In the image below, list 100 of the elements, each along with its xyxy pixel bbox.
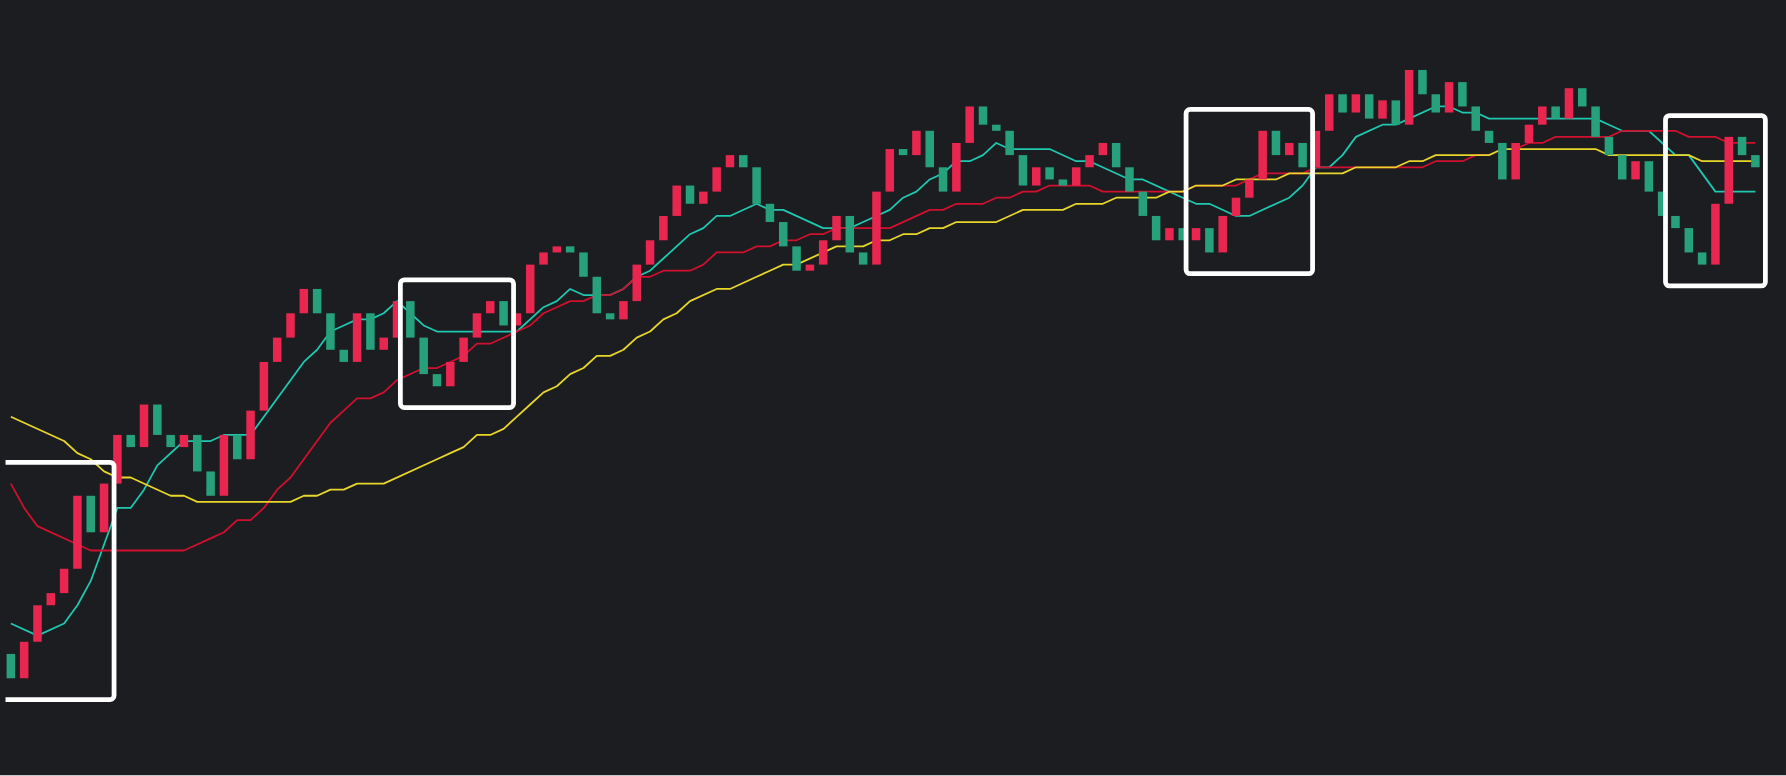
candlestick	[206, 471, 215, 496]
candlestick	[1285, 143, 1294, 156]
candlestick	[312, 289, 322, 314]
candlestick	[645, 240, 655, 265]
candlestick	[885, 149, 895, 192]
candlestick	[1324, 94, 1334, 131]
candlestick	[486, 301, 495, 314]
candlestick	[565, 246, 575, 253]
candlestick	[552, 246, 562, 253]
candlestick	[1245, 179, 1254, 198]
candlestick	[752, 167, 761, 204]
candlestick	[59, 568, 69, 594]
candlestick	[326, 313, 335, 350]
candlestick	[1724, 137, 1734, 204]
candlestick	[286, 313, 295, 338]
candlestick	[632, 264, 642, 302]
candlestick	[605, 313, 615, 320]
candlestick	[1111, 143, 1121, 168]
candlestick	[1711, 203, 1720, 265]
candlestick	[725, 155, 735, 168]
candlestick	[1125, 167, 1134, 192]
candlestick	[832, 216, 841, 241]
candlestick	[472, 313, 482, 338]
candlestick	[46, 593, 56, 606]
candlestick	[1151, 216, 1161, 241]
candlestick	[1404, 70, 1414, 125]
candlestick	[1644, 161, 1654, 192]
candlestick	[1058, 179, 1068, 186]
candlestick	[539, 252, 548, 265]
candlestick	[1751, 155, 1760, 168]
candlestick	[352, 313, 362, 363]
candlestick	[1631, 161, 1640, 180]
candlestick	[99, 483, 109, 533]
candlestick	[179, 435, 189, 448]
candlestick	[739, 155, 748, 168]
candlestick	[139, 404, 149, 448]
candlestick	[938, 167, 948, 192]
candlestick	[1564, 88, 1574, 119]
candlestick	[1138, 191, 1148, 217]
candlestick	[259, 362, 269, 411]
candlestick	[1511, 143, 1520, 180]
candlestick	[1498, 143, 1507, 180]
candlestick	[86, 495, 96, 533]
candlestick	[166, 435, 175, 448]
candlestick	[792, 246, 801, 271]
candlestick	[672, 185, 681, 217]
candlestick	[579, 252, 588, 277]
candlestick	[1045, 167, 1054, 180]
candlestick	[1231, 197, 1241, 217]
candlestick	[1697, 252, 1707, 265]
candlestick	[1351, 94, 1361, 113]
candlestick	[126, 435, 135, 448]
candlestick	[446, 362, 455, 387]
candlestick	[992, 124, 1001, 131]
candlestick	[219, 435, 229, 496]
candlestick	[1617, 155, 1627, 180]
candlestick	[1591, 106, 1600, 138]
candlestick	[1338, 94, 1347, 113]
candlestick	[153, 404, 162, 436]
candlestick	[1071, 167, 1081, 186]
candlestick	[193, 435, 202, 472]
candlestick	[1551, 106, 1560, 119]
candlestick	[1737, 137, 1747, 156]
candlestick	[1538, 106, 1547, 125]
candlestick	[419, 337, 428, 375]
candlestick	[778, 222, 788, 247]
candlestick	[1165, 228, 1174, 241]
candlestick	[246, 410, 255, 460]
candlestick	[1085, 155, 1094, 168]
candlestick	[406, 301, 415, 338]
candlestick	[1578, 88, 1587, 107]
candlestick	[1018, 155, 1028, 186]
candlestick	[1364, 94, 1374, 119]
candlestick	[965, 106, 974, 144]
candlestick	[299, 289, 309, 314]
candlestick	[1298, 143, 1307, 168]
candlestick	[1524, 124, 1534, 144]
candlestick	[366, 313, 375, 350]
candlestick	[459, 337, 468, 363]
candlestick	[1471, 106, 1480, 131]
candlestick	[33, 605, 42, 642]
candlestick	[712, 167, 721, 192]
candlestick	[232, 435, 242, 460]
candlestick	[1391, 100, 1401, 125]
candlestick	[858, 252, 868, 265]
candlestick	[898, 149, 908, 156]
candlestick	[1005, 130, 1014, 156]
candlestick	[1378, 100, 1387, 119]
candlestick	[912, 130, 921, 156]
candlestick	[1431, 94, 1441, 113]
candlestick	[845, 216, 855, 253]
candlestick	[659, 216, 668, 241]
candlestick	[1032, 167, 1041, 186]
candlestick	[685, 185, 695, 204]
candlestick	[432, 374, 442, 387]
candlestick	[499, 301, 508, 326]
candlestick	[339, 349, 349, 363]
candlestick	[1604, 137, 1614, 156]
candlestick	[952, 143, 961, 192]
candlestick	[1684, 228, 1694, 253]
